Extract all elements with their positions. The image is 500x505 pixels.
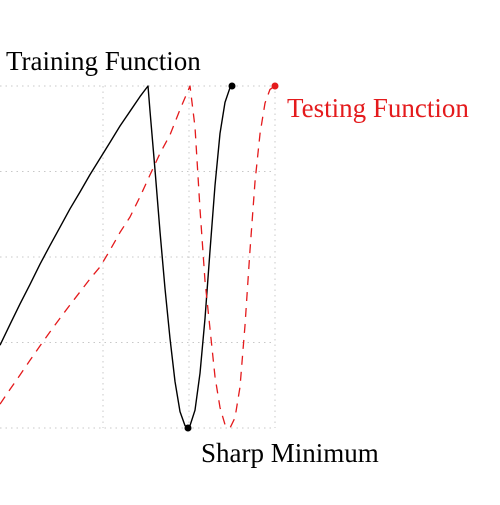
training-endpoint-marker [228,82,236,90]
training-function-label: Training Function [6,46,201,76]
testing-function-line [0,85,276,429]
grid [0,85,276,429]
sharp-minimum-label: Sharp Minimum [201,438,379,468]
sharp-minimum-marker [184,424,192,432]
series-layer [0,85,276,429]
testing-endpoint-marker [271,82,279,90]
testing-function-label: Testing Function [287,93,469,123]
marker-layer [184,82,279,432]
